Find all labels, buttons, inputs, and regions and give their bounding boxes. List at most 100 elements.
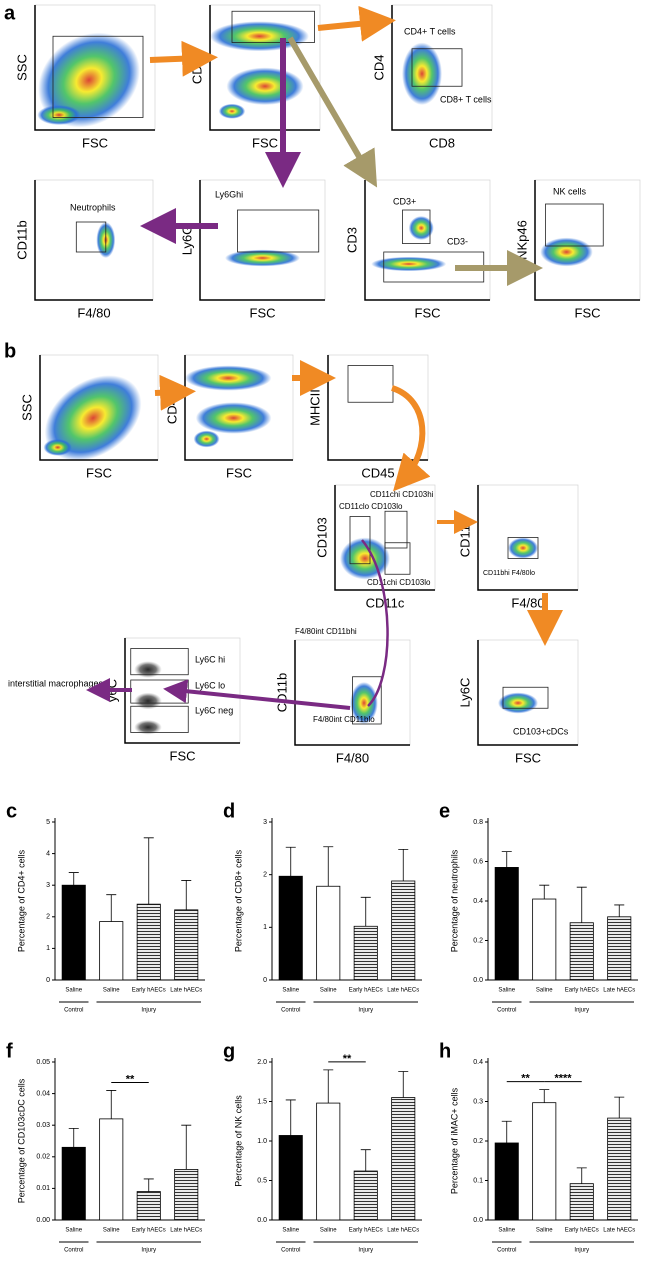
error-bar — [323, 1069, 334, 1104]
bar — [353, 925, 378, 981]
y-tick-label: 0.4 — [473, 898, 483, 905]
density-cloud — [371, 256, 447, 272]
x-tick-label: Saline — [320, 988, 337, 994]
significance-label: ** — [521, 1073, 530, 1085]
gate-label: Ly6C lo — [195, 680, 225, 690]
density-cloud — [37, 105, 81, 125]
y-axis-label: SSC — [19, 394, 34, 421]
gate-label: CD11chi CD103lo — [367, 578, 431, 587]
y-tick-label: 0.04 — [36, 1090, 50, 1097]
y-tick-label: 1 — [263, 924, 267, 931]
y-tick-label: 0.00 — [36, 1217, 50, 1224]
gate — [352, 676, 382, 725]
x-tick-label: Saline — [536, 1228, 553, 1234]
gate-label: NK cells — [553, 186, 587, 196]
density-cloud — [193, 430, 220, 448]
y-axis-label: NKp46 — [514, 220, 529, 260]
x-tick-label: Early hAECs — [565, 988, 599, 994]
bar — [174, 1169, 199, 1221]
bar — [61, 1146, 86, 1221]
group-label: Injury — [574, 1008, 589, 1014]
plot-frame — [534, 179, 641, 301]
error-bar — [360, 1149, 371, 1172]
y-axis-label: Ly6G — [179, 225, 194, 256]
y-tick-label: 0.1 — [473, 1177, 483, 1184]
bar — [353, 1170, 378, 1221]
gate — [347, 365, 394, 403]
error-bar — [360, 896, 371, 927]
bar — [494, 1142, 519, 1221]
error-bar — [143, 1178, 154, 1192]
bar — [174, 909, 199, 981]
panel-letter: a — [4, 2, 16, 24]
y-axis-label: CD45 — [164, 391, 179, 424]
density-cloud — [43, 439, 72, 456]
x-tick-label: Early hAECs — [349, 988, 383, 994]
panel-letter: e — [439, 800, 450, 822]
gate-label: CD11bhi F4/80lo — [483, 570, 535, 577]
x-tick-label: Saline — [103, 1228, 120, 1234]
gate — [545, 203, 604, 247]
gate — [130, 705, 189, 733]
x-axis-label: FSC — [515, 750, 541, 765]
plot-axes — [477, 485, 578, 591]
x-axis-label: FSC — [86, 465, 112, 480]
y-axis-label: Percentage of NK cells — [233, 1095, 243, 1187]
gate — [52, 35, 144, 118]
x-tick-label: Late hAECs — [387, 988, 419, 994]
panel-letter: h — [439, 1040, 451, 1062]
group-label: Control — [497, 1248, 516, 1254]
y-axis-label: CD4 — [371, 54, 386, 80]
y-tick-label: 3 — [263, 819, 267, 826]
panel-letter: d — [223, 800, 235, 822]
x-tick-label: Late hAECs — [603, 988, 635, 994]
significance-label: **** — [554, 1073, 572, 1085]
plot-axes — [364, 180, 490, 301]
error-bar — [501, 851, 512, 868]
x-tick-label: Saline — [65, 988, 82, 994]
bar — [99, 1118, 124, 1221]
y-axis-label: Percentage of CD103cDC cells — [16, 1078, 26, 1203]
x-tick-label: Early hAECs — [132, 988, 166, 994]
y-axis-label: CD103 — [314, 517, 329, 557]
y-tick-label: 0.5 — [257, 1177, 267, 1184]
x-tick-label: Saline — [498, 1228, 515, 1234]
bar — [391, 1097, 416, 1221]
y-axis-label: CD11b — [274, 673, 289, 713]
bar — [494, 867, 519, 981]
gate — [502, 686, 549, 709]
y-tick-label: 3 — [46, 882, 50, 889]
group-label: Control — [497, 1008, 516, 1014]
gate — [75, 221, 107, 253]
x-axis-label: FSC — [250, 305, 276, 320]
gate-label: Ly6C hi — [195, 654, 225, 664]
panel-letter: f — [6, 1040, 13, 1062]
plot-frame — [199, 179, 326, 301]
plot-axes — [199, 180, 325, 301]
gate-label: CD11chi CD103hi — [370, 490, 434, 499]
group-label: Injury — [141, 1008, 156, 1014]
x-tick-label: Early hAECs — [349, 1228, 383, 1234]
y-tick-label: 0.03 — [36, 1122, 50, 1129]
error-bar — [143, 837, 154, 905]
plot-frame — [34, 179, 154, 301]
gate-label: F4/80int CD11bhi — [295, 627, 357, 636]
gate — [384, 510, 408, 549]
gate-label: Ly6C neg — [195, 705, 233, 715]
gate — [130, 648, 189, 676]
density-cloud — [226, 67, 304, 105]
y-axis-label: MHCII — [307, 389, 322, 426]
bar — [316, 1102, 341, 1221]
bar — [278, 875, 303, 981]
y-tick-label: 0.0 — [473, 977, 483, 984]
x-axis-label: FSC — [170, 748, 196, 763]
y-tick-label: 1.5 — [257, 1098, 267, 1105]
x-tick-label: Saline — [320, 1228, 337, 1234]
group-label: Control — [64, 1008, 83, 1014]
x-tick-label: Late hAECs — [170, 1228, 202, 1234]
bar — [99, 921, 124, 981]
gate — [507, 537, 539, 559]
bar — [391, 880, 416, 981]
density-cloud — [185, 365, 272, 391]
plot-axes — [39, 355, 158, 461]
